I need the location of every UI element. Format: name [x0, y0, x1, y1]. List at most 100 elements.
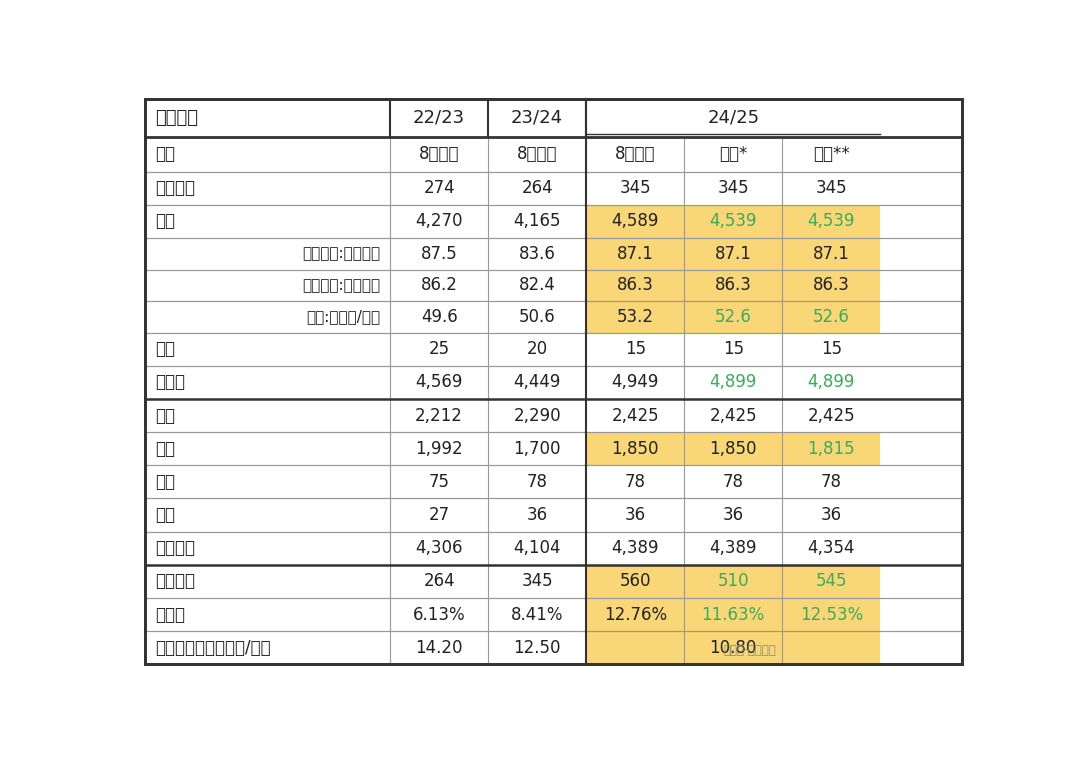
Text: 345: 345 — [717, 179, 750, 197]
Text: 单产:蒲式耳/英亩: 单产:蒲式耳/英亩 — [306, 309, 380, 324]
Bar — [586, 204, 880, 238]
Text: 压榨: 压榨 — [156, 407, 175, 424]
Text: 78: 78 — [624, 473, 646, 491]
Bar — [145, 432, 962, 465]
Text: 2,212: 2,212 — [415, 407, 463, 424]
Text: 36: 36 — [723, 506, 744, 524]
Text: 8.41%: 8.41% — [511, 606, 564, 623]
Text: 4,569: 4,569 — [416, 373, 463, 391]
Text: 8月预估: 8月预估 — [517, 145, 557, 163]
Text: 8月预估: 8月预估 — [419, 145, 459, 163]
Text: 4,104: 4,104 — [513, 539, 561, 557]
Text: 12.53%: 12.53% — [799, 606, 863, 623]
Text: 52.6: 52.6 — [813, 307, 850, 326]
Text: 预估**: 预估** — [813, 145, 850, 163]
Text: 86.3: 86.3 — [715, 276, 752, 295]
Bar — [145, 399, 962, 432]
Text: 预估*: 预估* — [719, 145, 747, 163]
Text: 15: 15 — [723, 340, 744, 358]
Text: 49.6: 49.6 — [421, 307, 458, 326]
Text: 12.50: 12.50 — [513, 639, 561, 657]
Text: 期初库存: 期初库存 — [156, 179, 195, 197]
Bar — [145, 301, 962, 333]
Bar — [586, 432, 880, 465]
Text: 时间: 时间 — [156, 145, 175, 163]
Text: 560: 560 — [620, 572, 651, 591]
Text: 平均农场价格（美元/蒲）: 平均农场价格（美元/蒲） — [156, 639, 271, 657]
Text: 264: 264 — [522, 179, 553, 197]
Text: 1,992: 1,992 — [416, 439, 463, 458]
Text: 库销比: 库销比 — [156, 606, 185, 623]
Text: 23/24: 23/24 — [511, 108, 564, 127]
Text: 510: 510 — [717, 572, 750, 591]
Text: 274: 274 — [423, 179, 455, 197]
Bar — [586, 269, 880, 301]
Text: 1,700: 1,700 — [513, 439, 561, 458]
Text: 87.1: 87.1 — [715, 245, 752, 262]
Text: 4,899: 4,899 — [710, 373, 757, 391]
Text: 残值: 残值 — [156, 506, 175, 524]
Text: 4,449: 4,449 — [513, 373, 561, 391]
Text: 87.1: 87.1 — [813, 245, 850, 262]
Text: 种用: 种用 — [156, 473, 175, 491]
Text: 4,354: 4,354 — [808, 539, 855, 557]
Text: 期末库存: 期末库存 — [156, 572, 195, 591]
Text: 86.3: 86.3 — [813, 276, 850, 295]
Text: 78: 78 — [821, 473, 841, 491]
Bar — [145, 565, 962, 598]
Bar — [586, 631, 880, 665]
Text: 36: 36 — [821, 506, 841, 524]
Bar — [145, 631, 962, 665]
Text: 2,425: 2,425 — [611, 407, 659, 424]
Text: 播种面积:百万英亩: 播种面积:百万英亩 — [302, 246, 380, 261]
Bar — [145, 465, 962, 498]
Text: 345: 345 — [522, 572, 553, 591]
Bar — [586, 598, 880, 631]
Text: 82.4: 82.4 — [518, 276, 555, 295]
Text: 545: 545 — [815, 572, 847, 591]
Text: 52.6: 52.6 — [715, 307, 752, 326]
Text: 4,539: 4,539 — [808, 212, 855, 230]
Text: 4,589: 4,589 — [611, 212, 659, 230]
Bar — [145, 598, 962, 631]
Text: 53.2: 53.2 — [617, 307, 653, 326]
Text: 4,539: 4,539 — [710, 212, 757, 230]
Text: 12.76%: 12.76% — [604, 606, 666, 623]
Text: 1,850: 1,850 — [611, 439, 659, 458]
Text: 收割面积:百万英亩: 收割面积:百万英亩 — [302, 278, 380, 293]
Text: 50.6: 50.6 — [518, 307, 555, 326]
Text: 345: 345 — [815, 179, 847, 197]
Bar — [145, 365, 962, 399]
Text: 36: 36 — [624, 506, 646, 524]
Text: 27: 27 — [429, 506, 449, 524]
Text: 4,949: 4,949 — [611, 373, 659, 391]
Bar — [145, 137, 962, 172]
Text: 36: 36 — [527, 506, 548, 524]
Text: 4,899: 4,899 — [808, 373, 855, 391]
Text: 24/25: 24/25 — [707, 108, 759, 127]
Text: 25: 25 — [429, 340, 449, 358]
Text: 总供给: 总供给 — [156, 373, 185, 391]
Text: 4,165: 4,165 — [513, 212, 561, 230]
Text: 4,270: 4,270 — [416, 212, 463, 230]
Text: 6.13%: 6.13% — [413, 606, 465, 623]
Text: 产量: 产量 — [156, 212, 175, 230]
Bar — [145, 98, 962, 137]
Bar — [145, 269, 962, 301]
Text: 4,389: 4,389 — [611, 539, 659, 557]
Bar — [586, 301, 880, 333]
Text: 公众号·国富研究: 公众号·国富研究 — [724, 645, 777, 658]
Text: 4,389: 4,389 — [710, 539, 757, 557]
Text: 345: 345 — [619, 179, 651, 197]
Text: 264: 264 — [423, 572, 455, 591]
Text: 11.63%: 11.63% — [702, 606, 765, 623]
Bar — [145, 238, 962, 269]
Text: 1,850: 1,850 — [710, 439, 757, 458]
Bar — [145, 532, 962, 565]
Text: 75: 75 — [429, 473, 449, 491]
Text: 2,290: 2,290 — [513, 407, 561, 424]
Text: 2,425: 2,425 — [808, 407, 855, 424]
Text: 10.80: 10.80 — [710, 639, 757, 657]
Text: 83.6: 83.6 — [518, 245, 555, 262]
Text: 22/23: 22/23 — [413, 108, 465, 127]
